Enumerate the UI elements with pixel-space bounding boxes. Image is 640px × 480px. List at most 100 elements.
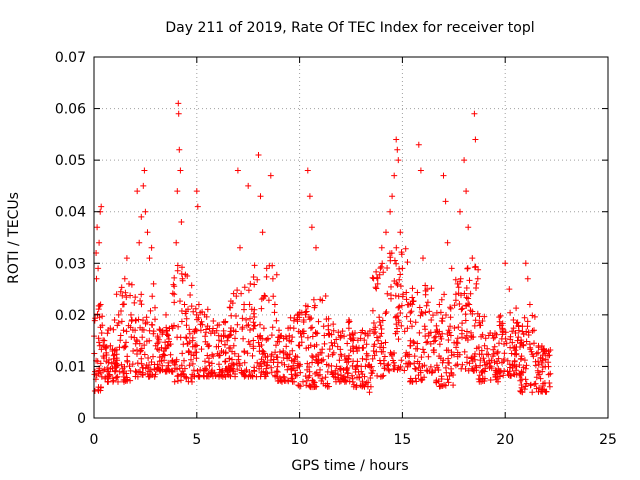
data-point xyxy=(128,334,135,340)
data-point xyxy=(313,341,320,348)
data-point xyxy=(204,352,211,359)
data-point xyxy=(356,374,363,381)
data-point xyxy=(438,376,445,382)
data-point xyxy=(300,330,307,337)
data-point xyxy=(394,146,401,153)
data-point xyxy=(359,383,366,390)
data-point xyxy=(500,372,507,379)
data-point xyxy=(255,152,262,158)
data-point xyxy=(155,365,162,372)
data-point xyxy=(523,362,530,369)
data-point xyxy=(304,167,311,174)
data-point xyxy=(257,321,263,328)
data-point xyxy=(376,271,383,278)
data-point xyxy=(471,322,478,329)
data-point xyxy=(451,325,458,331)
data-point xyxy=(283,343,290,350)
data-point xyxy=(524,323,531,330)
data-point xyxy=(241,349,248,356)
data-point xyxy=(238,369,245,376)
data-point xyxy=(424,286,431,293)
data-point xyxy=(407,309,414,316)
data-point xyxy=(407,342,414,349)
data-point xyxy=(94,224,101,231)
data-point xyxy=(287,324,294,331)
data-point xyxy=(245,338,252,345)
data-point xyxy=(181,357,187,364)
data-point xyxy=(264,362,271,369)
data-point xyxy=(326,346,333,353)
data-point xyxy=(432,337,439,344)
data-point xyxy=(104,330,111,337)
data-point xyxy=(433,309,440,316)
data-point xyxy=(445,379,452,386)
data-point xyxy=(430,312,436,319)
data-point xyxy=(545,359,552,366)
data-point xyxy=(371,352,378,359)
data-point xyxy=(310,384,316,391)
data-point xyxy=(277,374,283,381)
data-point xyxy=(259,335,266,342)
data-point xyxy=(115,311,122,318)
data-point xyxy=(205,343,212,350)
data-point xyxy=(343,365,350,372)
chart-title: Day 211 of 2019, Rate Of TEC Index for r… xyxy=(165,20,534,36)
data-point xyxy=(513,363,520,370)
data-point xyxy=(135,316,142,323)
data-point xyxy=(453,344,460,351)
data-point xyxy=(391,172,398,179)
data-point xyxy=(113,374,120,381)
data-point xyxy=(445,359,451,366)
data-point xyxy=(403,296,410,303)
data-point xyxy=(436,383,443,390)
data-point xyxy=(333,336,340,343)
data-point xyxy=(241,372,248,378)
data-point xyxy=(397,366,403,373)
data-point xyxy=(232,328,239,335)
data-point xyxy=(494,348,501,355)
data-point xyxy=(110,326,117,333)
data-point xyxy=(95,384,102,391)
data-point xyxy=(404,325,411,332)
data-point xyxy=(296,363,303,370)
data-point xyxy=(230,290,237,297)
data-point xyxy=(140,182,147,189)
data-point xyxy=(113,291,120,298)
data-point xyxy=(373,274,380,281)
data-point xyxy=(466,277,473,284)
data-point xyxy=(417,376,424,383)
data-point xyxy=(183,322,190,329)
data-point xyxy=(526,301,533,308)
data-point xyxy=(257,332,264,339)
data-point xyxy=(380,269,387,276)
data-point xyxy=(414,289,421,296)
data-point xyxy=(427,363,434,370)
data-point xyxy=(337,346,344,353)
data-point xyxy=(407,375,414,382)
data-point xyxy=(251,364,258,371)
data-point xyxy=(265,297,272,304)
data-point xyxy=(186,330,193,337)
data-point xyxy=(203,373,210,380)
data-point xyxy=(521,314,528,321)
x-tick-label: 10 xyxy=(291,432,309,448)
data-point xyxy=(304,334,311,341)
data-point xyxy=(380,372,387,379)
data-point xyxy=(463,188,470,195)
data-point xyxy=(393,136,400,143)
data-point xyxy=(485,351,492,358)
data-point xyxy=(99,322,106,329)
data-point xyxy=(128,311,134,318)
data-point xyxy=(139,326,146,333)
data-point xyxy=(247,327,253,333)
data-point xyxy=(286,354,292,361)
data-point xyxy=(417,367,424,374)
data-point xyxy=(216,372,223,379)
data-point xyxy=(330,373,337,380)
data-point xyxy=(357,335,364,342)
data-point xyxy=(274,363,281,370)
data-point xyxy=(513,351,520,358)
data-point xyxy=(119,365,126,372)
data-point xyxy=(523,380,530,387)
data-point xyxy=(409,323,415,330)
